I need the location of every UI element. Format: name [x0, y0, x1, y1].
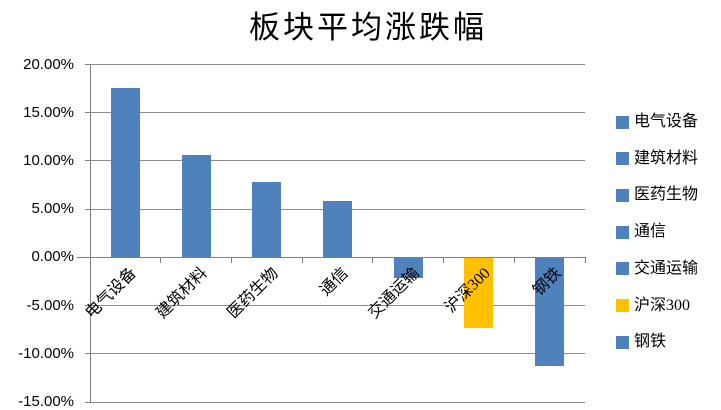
- gridline: [90, 112, 585, 114]
- legend-swatch-icon: [616, 225, 629, 239]
- legend-swatch-icon: [616, 335, 629, 349]
- y-axis-tick-label: -5.00%: [26, 296, 74, 314]
- gridline: [90, 305, 585, 307]
- y-axis-tick: [85, 353, 90, 355]
- y-axis-tick: [85, 401, 90, 403]
- y-axis-tick: [85, 160, 90, 162]
- legend-swatch-icon: [616, 262, 629, 276]
- bar-钢铁[interactable]: [535, 257, 565, 367]
- legend-item-label: 交通运输: [634, 259, 699, 277]
- legend-item-沪深300[interactable]: 沪深300: [616, 296, 690, 316]
- gridline: [90, 160, 585, 162]
- x-axis-tick: [584, 257, 586, 264]
- x-axis-line: [77, 256, 585, 258]
- bar-建筑材料[interactable]: [181, 155, 211, 258]
- gridline: [90, 64, 585, 65]
- gridline: [90, 401, 585, 403]
- x-axis-tick: [443, 257, 445, 264]
- legend-item-通信[interactable]: 通信: [616, 222, 666, 242]
- y-axis-tick-label: -10.00%: [18, 344, 74, 362]
- x-axis-tick: [301, 257, 303, 264]
- legend-item-交通运输[interactable]: 交通运输: [616, 259, 698, 279]
- legend-item-label: 通信: [634, 223, 667, 241]
- bar-交通运输[interactable]: [393, 257, 423, 278]
- legend-item-建筑材料[interactable]: 建筑材料: [616, 149, 698, 169]
- x-axis-tick: [160, 257, 162, 264]
- x-axis-tick: [230, 257, 232, 264]
- bar-电气设备[interactable]: [110, 87, 140, 258]
- y-axis-tick-label: 15.00%: [23, 103, 74, 121]
- y-axis-tick-label: -15.00%: [18, 393, 74, 410]
- legend-swatch-icon: [616, 188, 629, 202]
- x-axis-category-label: 建筑材料: [153, 265, 211, 323]
- y-axis-tick-label: 5.00%: [31, 200, 74, 218]
- legend-item-label: 医药生物: [634, 186, 699, 204]
- bar-通信[interactable]: [323, 201, 352, 258]
- legend-item-label: 电气设备: [634, 113, 699, 130]
- y-axis-tick: [85, 208, 90, 210]
- chart-title: 板块平均涨跌幅: [249, 10, 487, 45]
- y-axis-tick-label: 20.00%: [23, 55, 74, 73]
- x-axis-category-label: 电气设备: [82, 265, 141, 323]
- bar-医药生物[interactable]: [252, 182, 282, 258]
- x-axis-category-label: 通信: [317, 265, 353, 300]
- legend-item-label: 沪深300: [634, 296, 691, 314]
- y-axis-line: [89, 64, 91, 402]
- legend-swatch-icon: [616, 152, 629, 166]
- y-axis-tick-label: 0.00%: [31, 248, 74, 266]
- y-axis-tick-label: 10.00%: [23, 151, 74, 169]
- bar-沪深300[interactable]: [464, 257, 494, 328]
- legend-item-电气设备[interactable]: 电气设备: [616, 112, 698, 132]
- x-axis-category-label: 医药生物: [224, 265, 282, 323]
- legend-item-钢铁[interactable]: 钢铁: [616, 332, 666, 352]
- legend-item-label: 钢铁: [634, 333, 667, 351]
- y-axis-tick: [85, 112, 90, 114]
- x-axis-tick: [372, 257, 374, 264]
- y-axis-tick: [85, 305, 90, 307]
- y-axis-tick: [85, 64, 90, 65]
- legend-swatch-icon: [616, 299, 629, 312]
- legend-item-label: 建筑材料: [634, 149, 699, 167]
- x-axis-tick: [89, 257, 91, 264]
- x-axis-tick: [513, 257, 515, 264]
- legend-swatch-icon: [616, 115, 629, 129]
- legend-item-医药生物[interactable]: 医药生物: [616, 185, 698, 205]
- gridline: [90, 353, 585, 355]
